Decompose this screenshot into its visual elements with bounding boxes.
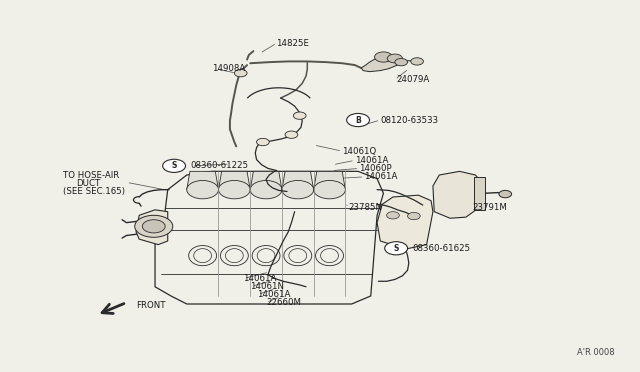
Text: 23791M: 23791M bbox=[472, 203, 507, 212]
Text: S: S bbox=[172, 161, 177, 170]
Polygon shape bbox=[282, 171, 314, 190]
Polygon shape bbox=[218, 171, 250, 190]
Text: 14061A: 14061A bbox=[257, 290, 290, 299]
Polygon shape bbox=[250, 171, 282, 190]
Text: A'R 0008: A'R 0008 bbox=[577, 349, 615, 357]
Circle shape bbox=[187, 180, 218, 199]
Polygon shape bbox=[136, 210, 168, 245]
Text: 23785N: 23785N bbox=[349, 203, 383, 212]
Polygon shape bbox=[361, 55, 403, 72]
Text: 24079A: 24079A bbox=[396, 75, 429, 84]
Text: FRONT: FRONT bbox=[136, 301, 166, 310]
Circle shape bbox=[395, 58, 408, 66]
Circle shape bbox=[257, 138, 269, 146]
Circle shape bbox=[135, 215, 173, 237]
Circle shape bbox=[234, 70, 247, 77]
Text: 14061A: 14061A bbox=[243, 274, 276, 283]
Circle shape bbox=[347, 113, 369, 126]
Text: S: S bbox=[394, 244, 399, 253]
Text: 14061N: 14061N bbox=[250, 282, 284, 291]
Text: 14061A: 14061A bbox=[355, 156, 388, 165]
Circle shape bbox=[411, 58, 424, 65]
Circle shape bbox=[387, 54, 403, 63]
Circle shape bbox=[250, 180, 282, 199]
Text: (SEE SEC.165): (SEE SEC.165) bbox=[63, 187, 125, 196]
Polygon shape bbox=[187, 171, 218, 190]
Text: TO HOSE-AIR: TO HOSE-AIR bbox=[63, 170, 119, 180]
Text: 08360-61225: 08360-61225 bbox=[190, 161, 248, 170]
Text: 08120-63533: 08120-63533 bbox=[380, 116, 438, 125]
Text: DUCT: DUCT bbox=[76, 179, 100, 187]
Polygon shape bbox=[377, 195, 433, 249]
Circle shape bbox=[408, 212, 420, 220]
Circle shape bbox=[282, 180, 314, 199]
Circle shape bbox=[385, 242, 408, 255]
Text: 14061Q: 14061Q bbox=[342, 147, 376, 156]
Text: 08360-61625: 08360-61625 bbox=[412, 244, 470, 253]
Text: B: B bbox=[355, 116, 361, 125]
Text: 14908A: 14908A bbox=[212, 64, 245, 73]
Text: 22660M: 22660M bbox=[266, 298, 301, 307]
Circle shape bbox=[314, 180, 346, 199]
Circle shape bbox=[285, 131, 298, 138]
Text: 14060P: 14060P bbox=[359, 164, 392, 173]
Circle shape bbox=[374, 52, 392, 62]
Circle shape bbox=[218, 180, 250, 199]
Circle shape bbox=[499, 190, 511, 198]
Bar bbox=[474, 177, 485, 210]
Polygon shape bbox=[433, 171, 482, 218]
Circle shape bbox=[142, 220, 165, 233]
Text: 14061A: 14061A bbox=[364, 172, 398, 181]
Circle shape bbox=[293, 112, 306, 119]
Polygon shape bbox=[314, 171, 346, 190]
Polygon shape bbox=[155, 171, 383, 304]
Circle shape bbox=[387, 212, 399, 219]
Circle shape bbox=[163, 159, 186, 173]
Text: 14825E: 14825E bbox=[276, 39, 308, 48]
